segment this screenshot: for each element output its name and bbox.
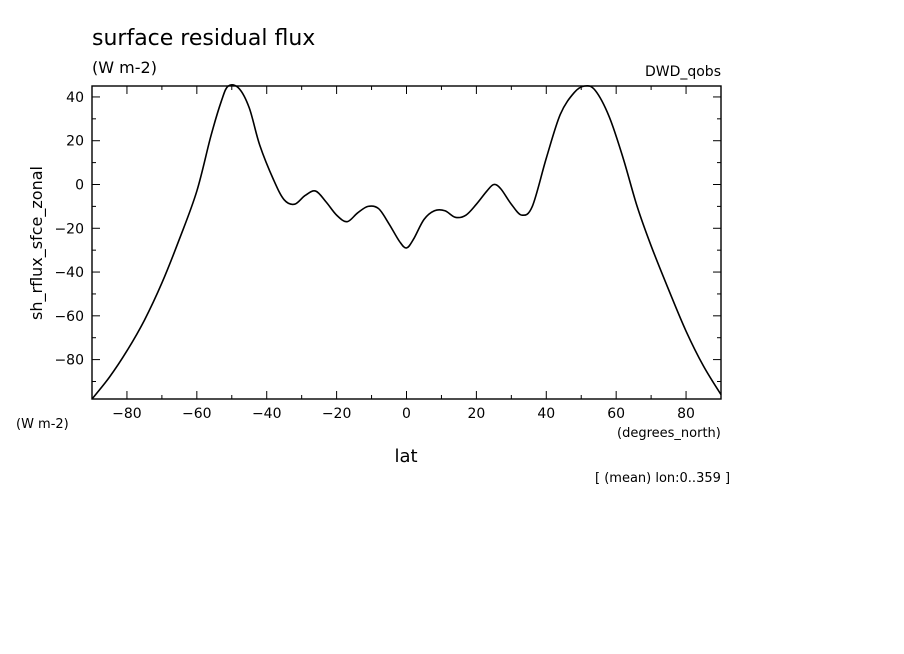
chart-units: (W m-2) [92,58,157,77]
x-tick-label: 20 [467,406,485,422]
footnote: [ (mean) lon:0..359 ] [595,471,730,486]
source-label: DWD_qobs [645,64,721,80]
y-tick-label: 0 [75,177,84,193]
y-axis-label: sh_rflux_sfce_zonal [27,166,47,320]
series-line [91,83,722,400]
y-tick-label: −80 [54,353,84,369]
x-tick-label: 60 [607,406,625,422]
chart-title: surface residual flux [92,26,315,51]
y-tick-label: −40 [54,265,84,281]
x-units-label: (degrees_north) [617,426,721,441]
y-tick-label: 20 [66,134,84,150]
y-tick-label: −20 [54,221,84,237]
x-tick-label: 0 [402,406,411,422]
y-tick-label: 40 [66,90,84,106]
y-units-label: (W m-2) [16,417,69,432]
x-tick-label: −60 [182,406,212,422]
x-axis-label: lat [394,446,417,467]
x-tick-label: −20 [322,406,352,422]
y-tick-label: −60 [54,309,84,325]
x-tick-label: −40 [252,406,282,422]
x-tick-label: 40 [537,406,555,422]
x-tick-label: −80 [112,406,142,422]
ticks: −80 −60 −40 −20 0 20 40 60 80 40 20 0 −20 −40 −60 −80 [54,86,722,422]
x-tick-label: 80 [677,406,695,422]
